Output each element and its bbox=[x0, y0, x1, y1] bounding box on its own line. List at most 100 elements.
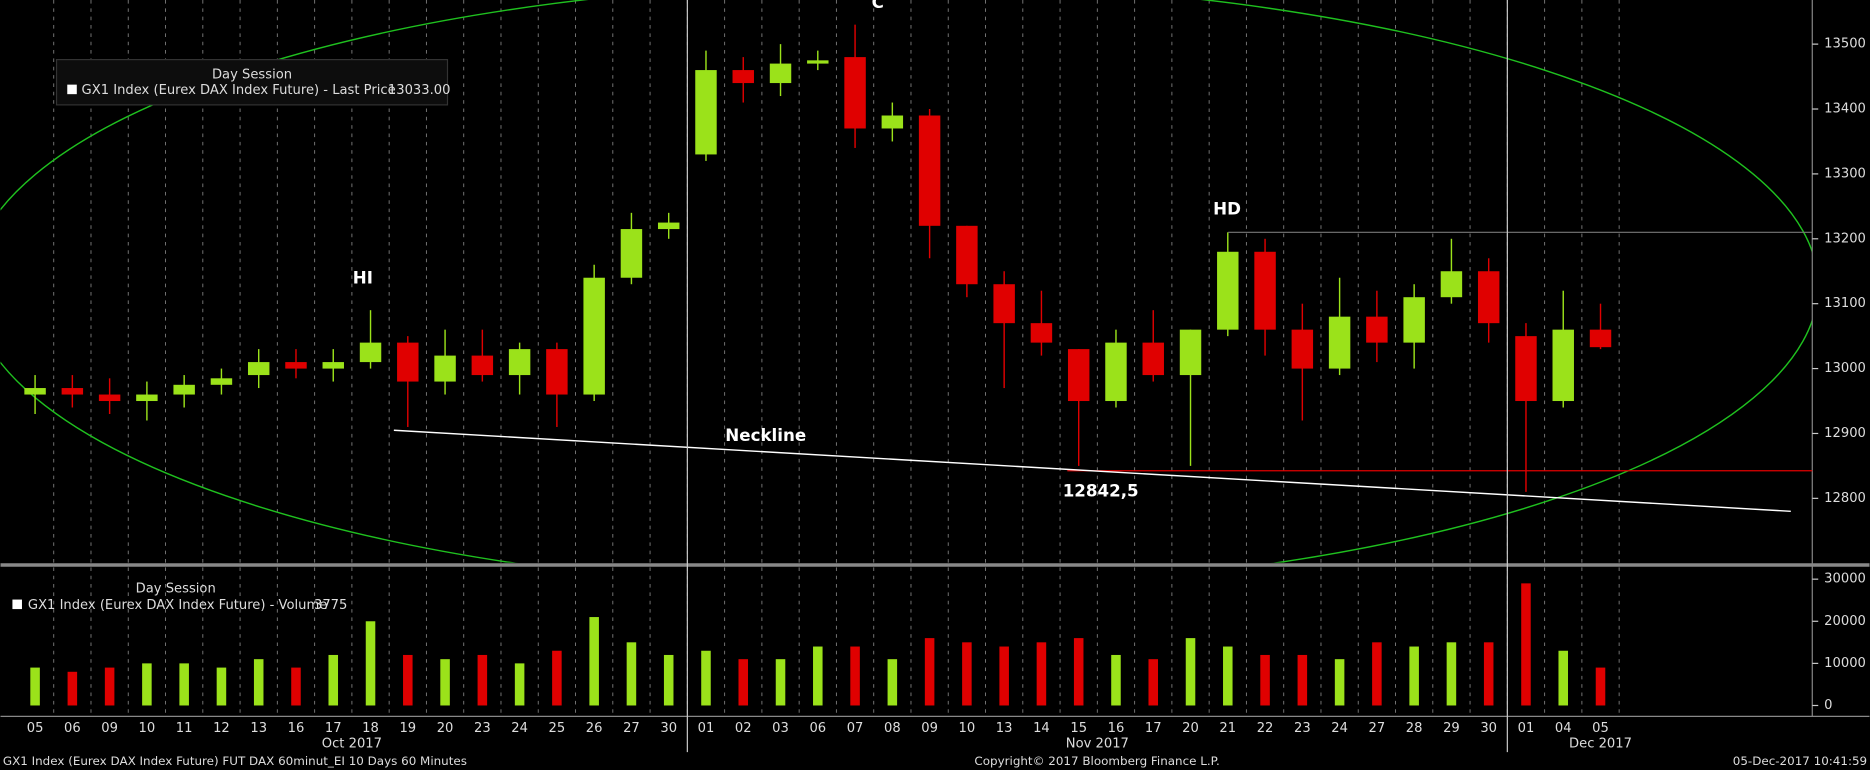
volume-bar bbox=[30, 667, 40, 706]
x-tick-label: 21 bbox=[1219, 721, 1236, 736]
x-tick-label: 12 bbox=[213, 721, 230, 736]
x-tick-label: 15 bbox=[1070, 721, 1087, 736]
x-tick-label: 09 bbox=[101, 721, 118, 736]
x-tick-label: 10 bbox=[139, 721, 156, 736]
volume-bar bbox=[365, 621, 376, 706]
x-tick-label: 06 bbox=[64, 721, 81, 736]
x-tick-label: 18 bbox=[362, 721, 379, 736]
volume-bar bbox=[216, 667, 227, 706]
candle-body bbox=[918, 115, 941, 226]
annotation: C bbox=[872, 0, 884, 12]
grid bbox=[53, 0, 1620, 716]
volume-bar bbox=[775, 659, 786, 706]
volume-bar bbox=[67, 671, 78, 706]
volume-bar bbox=[142, 663, 152, 706]
volume-bar bbox=[477, 654, 488, 706]
candle-body bbox=[471, 355, 494, 376]
x-tick-label: 06 bbox=[809, 721, 826, 736]
x-tick-label: 05 bbox=[27, 721, 44, 736]
candle-body bbox=[1142, 342, 1164, 376]
x-tick-label: 13 bbox=[996, 721, 1013, 736]
footer-right: 05-Dec-2017 10:41:59 bbox=[1733, 754, 1867, 768]
volume-bar bbox=[328, 654, 339, 706]
candle-body bbox=[434, 355, 456, 382]
month-label: Dec 2017 bbox=[1569, 736, 1632, 751]
x-tick-label: 22 bbox=[1257, 721, 1274, 736]
x-tick-label: 24 bbox=[511, 721, 528, 736]
x-tick-label: 13 bbox=[250, 721, 267, 736]
x-tick-label: 23 bbox=[474, 721, 491, 736]
candle-body bbox=[210, 378, 233, 385]
volume-bar bbox=[179, 663, 189, 706]
volume-bar bbox=[253, 659, 264, 706]
month-label: Nov 2017 bbox=[1066, 736, 1129, 751]
candle-body bbox=[1179, 329, 1202, 376]
y-tick-label: 13100 bbox=[1824, 296, 1866, 311]
y-tick-label: 13500 bbox=[1824, 37, 1866, 52]
x-tick-label: 04 bbox=[1555, 721, 1572, 736]
candle-body bbox=[136, 394, 158, 402]
legend-label: GX1 Index (Eurex DAX Index Future) - Las… bbox=[82, 83, 396, 98]
volume-bar bbox=[403, 654, 413, 706]
volume-bar bbox=[924, 638, 935, 706]
x-tick-label: 20 bbox=[437, 721, 454, 736]
volume-bar bbox=[701, 650, 711, 706]
candle-body bbox=[359, 342, 382, 363]
volume-bar bbox=[962, 642, 972, 706]
x-tick-label: 02 bbox=[735, 721, 752, 736]
neckline bbox=[393, 429, 1791, 513]
candle-body bbox=[508, 349, 531, 376]
candle-body bbox=[1328, 316, 1351, 369]
x-tick-label: 10 bbox=[959, 721, 976, 736]
y-tick-label: 0 bbox=[1824, 698, 1832, 713]
legend-value: 13033.00 bbox=[388, 83, 451, 98]
legend-label: GX1 Index (Eurex DAX Index Future) - Vol… bbox=[28, 598, 327, 613]
x-tick-label: 26 bbox=[586, 721, 603, 736]
candle-body bbox=[807, 60, 829, 64]
x-tick-label: 27 bbox=[1369, 721, 1386, 736]
x-tick-label: 30 bbox=[1480, 721, 1497, 736]
y-tick-label: 30000 bbox=[1824, 572, 1866, 587]
candle-body bbox=[546, 349, 568, 395]
volume-bar bbox=[514, 663, 525, 706]
legend-swatch bbox=[67, 84, 77, 95]
y-tick-label: 12900 bbox=[1824, 426, 1866, 441]
volume-bar bbox=[440, 659, 450, 706]
candle-body bbox=[769, 63, 792, 84]
volume-bar bbox=[1260, 654, 1270, 706]
candle-body bbox=[993, 284, 1015, 324]
volume-bar bbox=[589, 617, 599, 706]
y-tick-label: 20000 bbox=[1824, 614, 1866, 629]
candle-body bbox=[1366, 316, 1388, 343]
x-tick-label: 09 bbox=[921, 721, 938, 736]
neckline-label: Neckline bbox=[725, 426, 806, 445]
x-tick-label: 27 bbox=[623, 721, 640, 736]
x-tick-label: 11 bbox=[176, 721, 193, 736]
candle-body bbox=[956, 225, 978, 285]
footer-left: GX1 Index (Eurex DAX Index Future) FUT D… bbox=[3, 754, 467, 768]
volume-bar bbox=[1372, 642, 1382, 706]
legend-session: Day Session bbox=[136, 581, 216, 596]
volume-bar bbox=[887, 659, 898, 706]
candle-body bbox=[1440, 271, 1463, 298]
legend-session: Day Session bbox=[212, 68, 292, 83]
candle-body bbox=[285, 362, 307, 369]
volume-bar bbox=[104, 667, 115, 706]
x-tick-label: 01 bbox=[698, 721, 715, 736]
volume-bar bbox=[999, 646, 1009, 706]
volume-bar bbox=[663, 654, 674, 706]
x-tick-label: 30 bbox=[660, 721, 677, 736]
candle-body bbox=[173, 384, 195, 395]
volume-bar bbox=[1036, 642, 1047, 706]
x-tick-label: 01 bbox=[1518, 721, 1535, 736]
x-tick-label: 17 bbox=[325, 721, 342, 736]
annotation: HD bbox=[1213, 199, 1241, 218]
candle-body bbox=[1403, 297, 1425, 343]
y-tick-label: 13200 bbox=[1824, 231, 1866, 246]
volume-bar bbox=[1185, 638, 1196, 706]
x-tick-label: 20 bbox=[1182, 721, 1199, 736]
candle-body bbox=[247, 362, 270, 376]
x-tick-label: 28 bbox=[1406, 721, 1423, 736]
